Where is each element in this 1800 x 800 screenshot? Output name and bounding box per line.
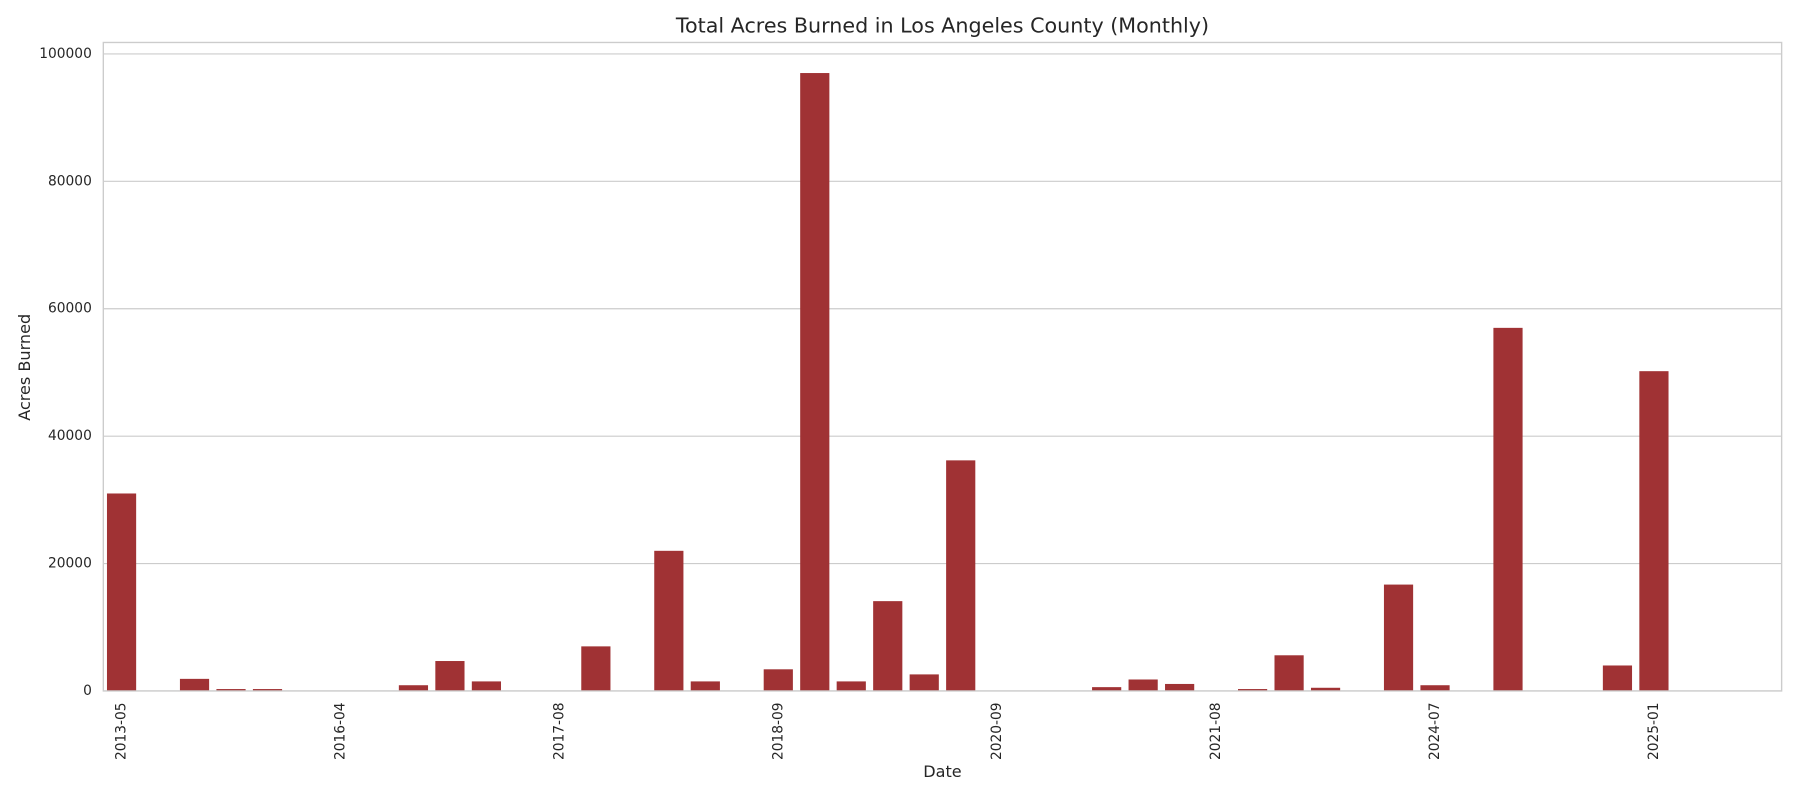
x-tick-label: 2025-01 — [1646, 702, 1662, 760]
y-tick-label: 20000 — [48, 556, 92, 572]
bar — [179, 678, 210, 691]
chart-title: Total Acres Burned in Los Angeles County… — [675, 13, 1209, 37]
bar — [252, 689, 283, 691]
bar — [1420, 685, 1450, 691]
bar — [654, 550, 684, 691]
bar — [1310, 687, 1341, 691]
bar — [581, 646, 611, 691]
bar — [1092, 687, 1122, 691]
bar — [471, 681, 502, 691]
x-tick-label: 2024-07 — [1427, 702, 1443, 760]
bar — [1274, 655, 1304, 691]
bar — [106, 493, 137, 691]
bar — [1383, 584, 1414, 691]
x-tick-label: 2017-08 — [551, 702, 567, 760]
bar — [1493, 327, 1523, 691]
y-tick-label: 40000 — [48, 428, 92, 444]
bar — [946, 460, 976, 691]
x-tick-label: 2013-05 — [114, 702, 130, 760]
bar — [873, 601, 903, 691]
y-tick-label: 0 — [83, 683, 92, 699]
y-tick-label: 80000 — [48, 173, 92, 189]
plot-frame — [102, 41, 1783, 692]
y-axis-label: Acres Burned — [15, 314, 34, 421]
bar — [836, 681, 866, 691]
x-tick-label: 2016-04 — [332, 702, 348, 760]
bar — [909, 674, 939, 691]
bar — [763, 669, 793, 691]
bar — [800, 73, 830, 691]
bar — [1128, 679, 1158, 691]
x-axis-label: Date — [923, 762, 962, 781]
x-tick-label: 2021-08 — [1208, 702, 1224, 760]
bar — [398, 685, 429, 691]
y-tick-label: 60000 — [48, 301, 92, 317]
bar — [435, 661, 465, 691]
bar — [1165, 683, 1195, 691]
bar — [1602, 665, 1633, 691]
x-tick-label: 2020-09 — [989, 702, 1005, 760]
y-tick-label: 100000 — [39, 46, 92, 62]
bar — [1639, 371, 1669, 691]
bar — [1238, 689, 1268, 691]
bar — [216, 689, 246, 691]
x-tick-label: 2018-09 — [770, 702, 786, 760]
bar — [690, 681, 720, 691]
